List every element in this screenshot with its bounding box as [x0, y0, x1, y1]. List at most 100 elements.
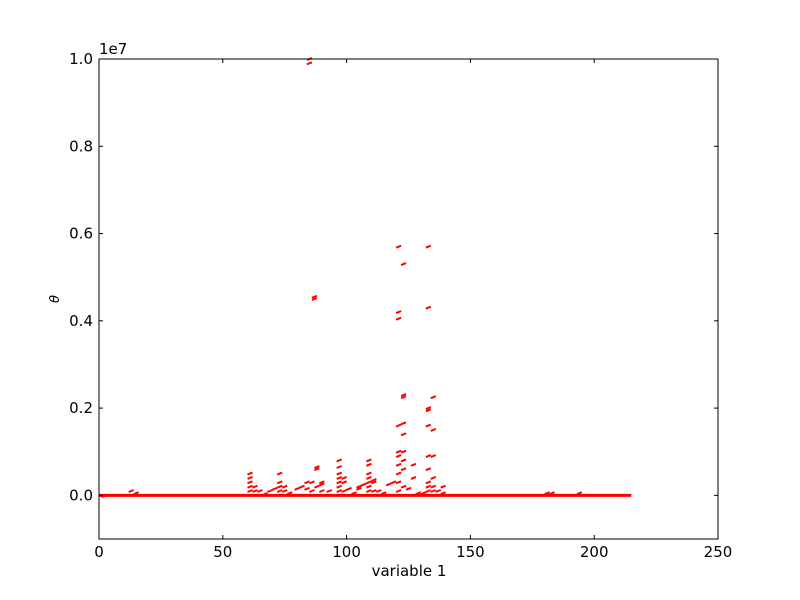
data-segment — [281, 484, 288, 489]
data-segment — [309, 480, 315, 485]
data-segment — [400, 467, 407, 472]
data-segment — [395, 423, 402, 428]
y-tick-label: 0.6 — [69, 225, 93, 243]
data-segment — [440, 484, 447, 489]
data-segment — [336, 471, 343, 476]
data-segment — [247, 471, 253, 476]
data-segment — [370, 489, 377, 493]
data-segment — [336, 465, 343, 469]
x-tick-label: 50 — [213, 543, 232, 561]
data-segment — [395, 480, 402, 485]
data-segment — [271, 486, 278, 491]
data-segment — [306, 61, 313, 66]
data-segment — [415, 491, 422, 496]
data-segment — [400, 432, 407, 437]
data-segment — [257, 489, 263, 493]
y-tick-label: 0.0 — [69, 486, 93, 504]
data-segment — [430, 395, 437, 400]
data-segment — [314, 484, 320, 489]
ticks: 0 50 100 150 200 250 0.0 0.2 0.4 0.6 0.8 1.0 — [69, 50, 732, 561]
data-segment — [356, 486, 362, 491]
data-segment — [276, 471, 283, 476]
x-tick-label: 100 — [332, 543, 361, 561]
data-segment — [247, 475, 253, 480]
data-segment — [366, 489, 372, 493]
data-segment — [336, 458, 343, 463]
data-segment — [430, 484, 437, 489]
data-segment — [380, 491, 387, 496]
data-segment — [430, 475, 437, 480]
data-segment — [341, 489, 347, 493]
data-segment — [395, 489, 402, 493]
data-segment — [395, 462, 402, 467]
data-segment — [311, 297, 318, 301]
data-segment — [425, 489, 432, 493]
data-segment — [366, 471, 372, 476]
data-segment — [133, 491, 140, 496]
data-segment — [425, 467, 432, 472]
x-tick-label: 0 — [94, 543, 104, 561]
data-segment — [440, 491, 447, 496]
data-segment — [299, 484, 305, 489]
data-segment — [276, 489, 283, 493]
data-segment — [128, 489, 135, 493]
data-segment — [395, 471, 402, 476]
data-segment — [395, 449, 402, 454]
data-segment — [286, 491, 293, 496]
data-segment — [410, 462, 417, 467]
data-segment — [430, 454, 437, 459]
data-segment — [425, 480, 432, 485]
data-segment — [276, 484, 283, 489]
data-segment — [336, 489, 343, 493]
data-segment — [346, 486, 352, 491]
data-segment — [356, 484, 362, 489]
data-segment — [304, 480, 310, 485]
data-marks — [99, 57, 632, 499]
data-segment — [400, 458, 407, 463]
data-segment — [390, 480, 397, 485]
data-segment — [336, 480, 343, 485]
data-segment — [252, 489, 258, 493]
data-segment — [314, 467, 320, 472]
plot-frame — [98, 58, 719, 540]
data-segment — [400, 393, 407, 397]
data-segment — [336, 484, 343, 489]
data-segment — [435, 489, 442, 493]
data-segment — [544, 491, 551, 496]
data-segment — [366, 480, 372, 485]
data-segment — [326, 489, 333, 493]
data-segment — [425, 484, 432, 489]
x-tick-label: 250 — [704, 543, 733, 561]
y-tick-label: 1.0 — [69, 50, 93, 68]
y-tick-label: 0.8 — [69, 137, 93, 155]
y-offset-label: 1e7 — [99, 40, 127, 58]
data-segment — [576, 491, 583, 496]
data-segment — [366, 475, 372, 480]
data-segment — [375, 489, 382, 493]
data-segment — [351, 491, 357, 496]
data-segment — [309, 489, 315, 493]
x-tick-label: 200 — [580, 543, 609, 561]
y-tick-label: 0.4 — [69, 312, 93, 330]
data-segment — [400, 395, 407, 400]
data-segment — [395, 316, 402, 321]
data-segment — [341, 480, 347, 485]
x-axis-label: variable 1 — [372, 562, 447, 580]
data-segment — [366, 458, 372, 463]
data-segment — [318, 482, 325, 487]
data-segment — [311, 294, 318, 299]
data-segment — [395, 454, 402, 459]
data-segment — [425, 244, 432, 249]
data-segment — [370, 478, 377, 483]
data-segment — [101, 494, 107, 499]
data-segment — [336, 475, 343, 480]
data-segment — [400, 421, 407, 426]
data-segment — [430, 489, 437, 493]
data-segment — [430, 427, 437, 432]
x-tick-label: 150 — [456, 543, 485, 561]
data-segment — [400, 484, 407, 489]
data-segment — [318, 489, 325, 493]
data-segment — [318, 480, 325, 485]
y-axis-label: θ — [48, 295, 63, 303]
data-segment — [425, 408, 432, 413]
